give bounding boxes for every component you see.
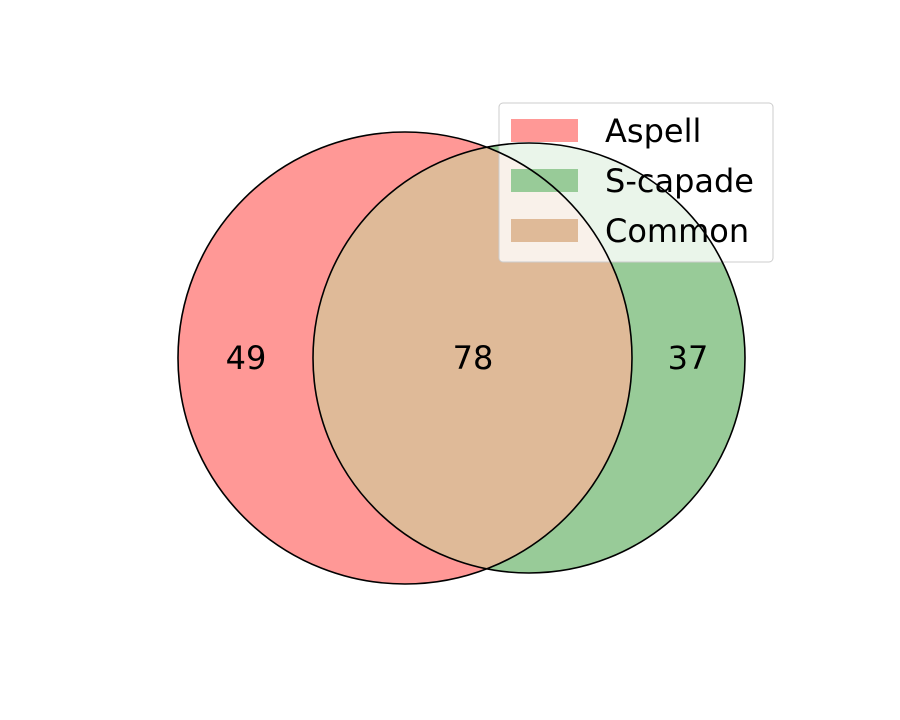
common-region [313,143,632,573]
legend-swatch-aspell [511,119,578,142]
legend-label-common: Common [605,212,749,250]
common-count: 78 [453,339,494,377]
legend-label-s-capade: S-capade [605,162,754,200]
s-capade-circle-outline [312,142,746,574]
legend-swatch-common [511,219,578,242]
s-capade-only-count: 37 [668,339,709,377]
legend-label-aspell: Aspell [605,112,701,150]
aspell-only-count: 49 [226,339,267,377]
legend: Aspell S-capade Common [498,102,774,263]
aspell-circle-outline [177,131,633,585]
